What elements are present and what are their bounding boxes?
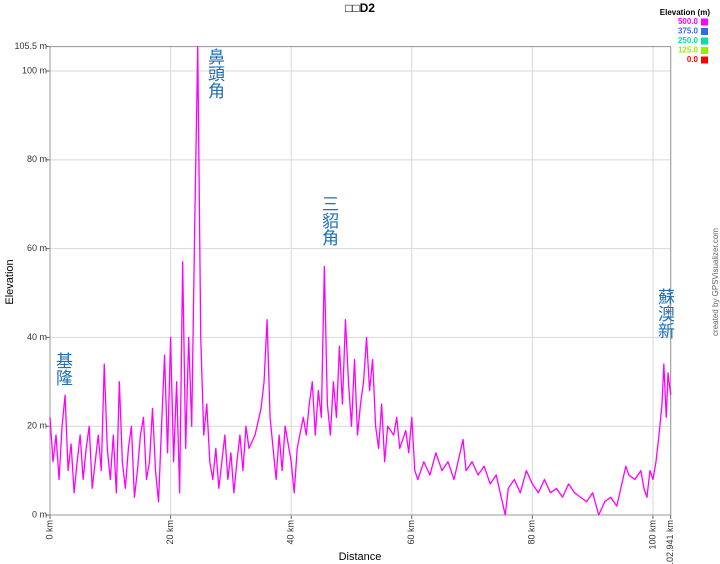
annotation: 蘇澳新 [654, 288, 675, 339]
annotation: 基隆 [52, 352, 73, 386]
legend-label: 250.0 [678, 36, 699, 45]
y-tick-label: 20 m [27, 421, 47, 431]
credit: created by GPSVisualizer.com [711, 228, 720, 336]
x-tick-label: 80 km [527, 520, 537, 545]
y-tick-label: 80 m [27, 154, 47, 164]
y-tick-label: 0 m [32, 509, 47, 519]
annotation: 鼻頭角 [204, 48, 225, 100]
legend-title: Elevation (m) [660, 8, 711, 17]
plot-frame [49, 46, 672, 516]
legend-swatch [701, 56, 708, 64]
legend-label: 125.0 [678, 46, 699, 55]
y-tick-label: 100 m [22, 65, 47, 75]
y-tick-label: 60 m [27, 243, 47, 253]
x-tick-label: 40 km [286, 520, 296, 545]
x-tick-label: 0 km [44, 520, 54, 540]
y-tick-label: 105.5 m [14, 41, 47, 51]
elevation-line [49, 45, 672, 516]
y-axis-title: Elevation [4, 259, 16, 304]
x-tick-label: 60 km [406, 520, 416, 545]
legend-swatch [701, 37, 708, 45]
legend-label: 500.0 [678, 17, 699, 26]
legend-label: 375.0 [678, 27, 699, 36]
chart-title: □□D2 [345, 1, 375, 15]
legend-label: 0.0 [687, 55, 699, 64]
x-axis-title: Distance [339, 551, 382, 563]
x-tick-label: 20 km [165, 520, 175, 545]
legend-swatch [701, 28, 708, 35]
legend-swatch [701, 18, 708, 26]
x-tick-label: 100 km [647, 520, 657, 550]
annotation: 三貂角 [318, 195, 339, 247]
x-tick-label: 102.941 km [665, 520, 675, 564]
legend-swatch [701, 47, 708, 54]
y-tick-label: 40 m [27, 332, 47, 342]
